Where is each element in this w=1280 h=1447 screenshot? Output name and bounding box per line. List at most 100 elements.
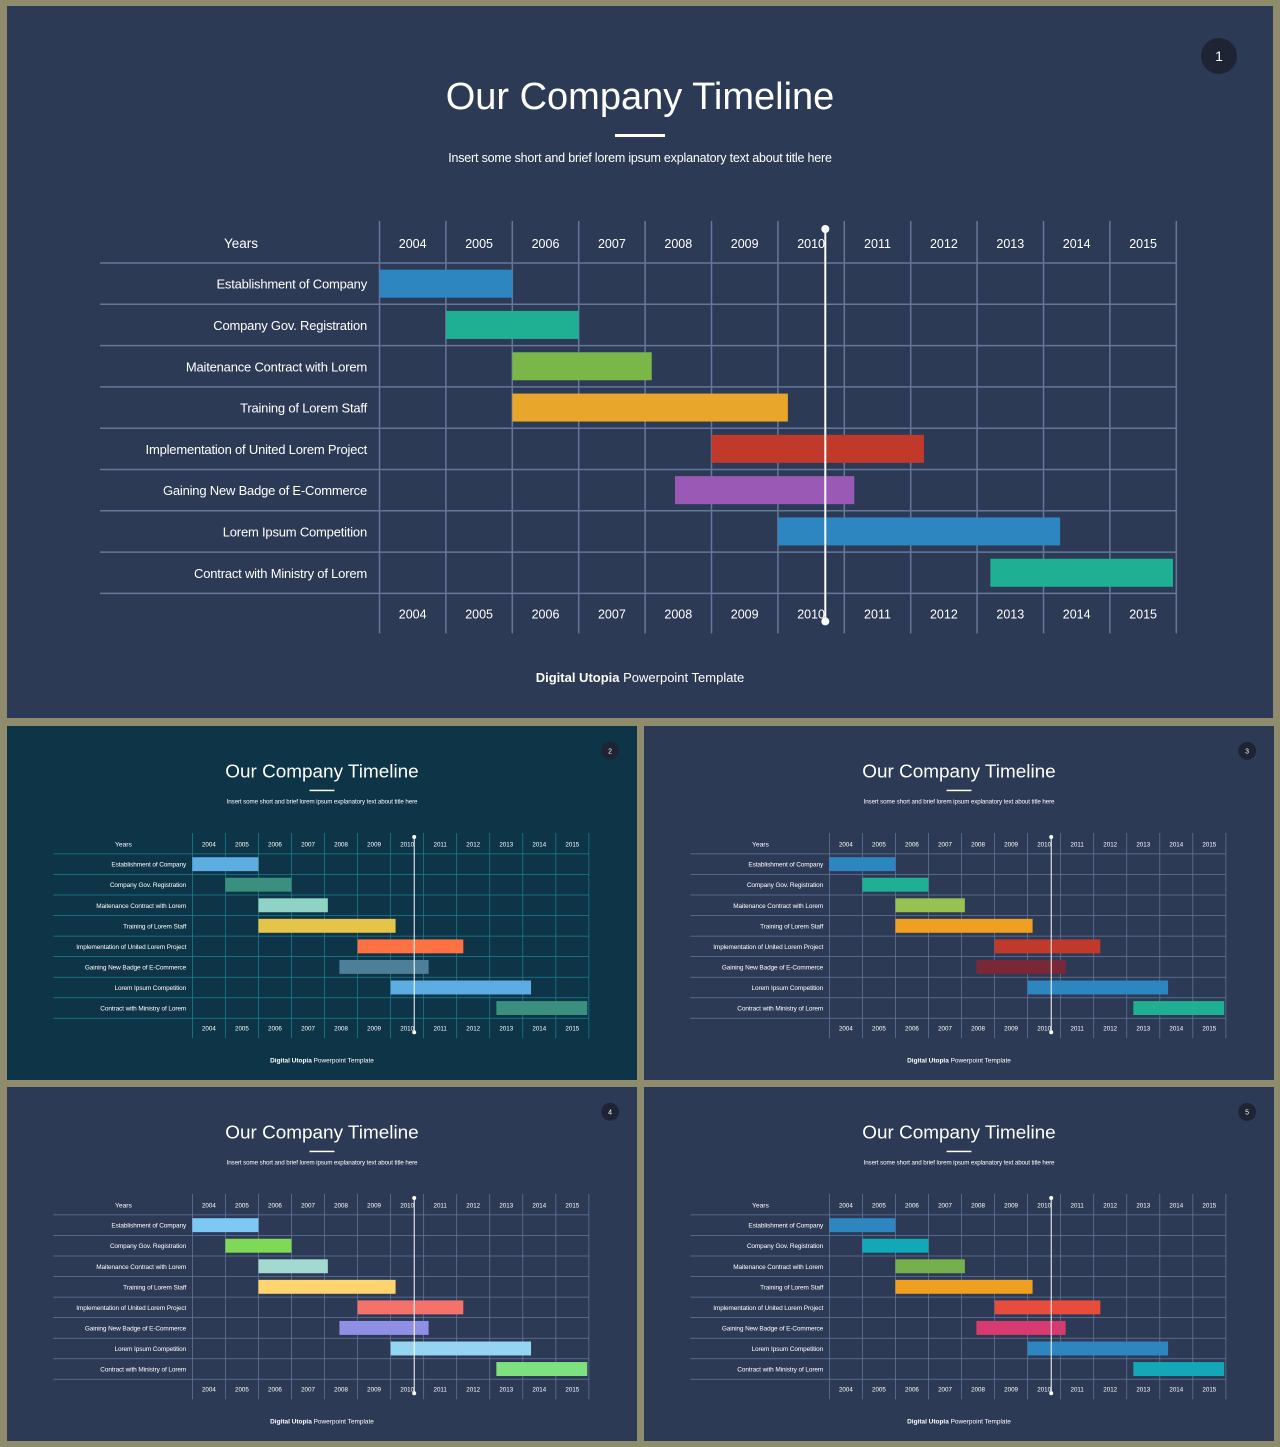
task-bar xyxy=(258,1279,396,1294)
year-tick-top: 2004 xyxy=(839,1202,853,1209)
year-tick-top: 2013 xyxy=(499,1202,513,1209)
year-tick-top: 2014 xyxy=(532,841,546,848)
year-tick-bottom: 2010 xyxy=(1037,1387,1051,1394)
task-label: Maitenance Contract with Lorem xyxy=(733,1264,823,1271)
slide-number-badge: 5 xyxy=(1238,1102,1257,1121)
task-label: Contract with Ministry of Lorem xyxy=(737,1006,823,1013)
slide-canvas: Our Company Timeline Insert some short a… xyxy=(644,1087,1274,1441)
year-tick-top: 2012 xyxy=(930,237,958,251)
year-tick-bottom: 2006 xyxy=(268,1026,282,1033)
task-label: Implementation of United Lorem Project xyxy=(146,442,368,457)
year-tick-top: 2010 xyxy=(1037,841,1051,848)
task-bar xyxy=(895,1279,1033,1294)
year-tick-top: 2013 xyxy=(996,237,1024,251)
task-bar xyxy=(862,877,929,892)
slide-4[interactable]: Our Company Timeline Insert some short a… xyxy=(7,1087,637,1441)
marker-dot-top xyxy=(412,834,417,839)
year-tick-bottom: 2009 xyxy=(731,607,759,621)
slide-canvas: Our Company Timeline Insert some short a… xyxy=(644,726,1274,1080)
year-tick-bottom: 2012 xyxy=(466,1026,480,1033)
year-tick-bottom: 2011 xyxy=(433,1387,447,1394)
marker-dot-top xyxy=(1049,1195,1054,1200)
slide-subtitle: Insert some short and brief lorem ipsum … xyxy=(863,1159,1055,1167)
task-bar xyxy=(496,1362,588,1376)
year-tick-top: 2006 xyxy=(905,1202,919,1209)
task-label: Contract with Ministry of Lorem xyxy=(737,1367,823,1374)
slide-subtitle: Insert some short and brief lorem ipsum … xyxy=(226,1159,418,1167)
task-label: Company Gov. Registration xyxy=(110,882,187,889)
year-tick-top: 2005 xyxy=(235,841,249,848)
slide-2[interactable]: Our Company Timeline Insert some short a… xyxy=(7,726,637,1080)
year-tick-top: 2012 xyxy=(466,841,480,848)
year-tick-bottom: 2015 xyxy=(565,1026,579,1033)
task-bar xyxy=(994,939,1101,954)
slide-title: Our Company Timeline xyxy=(225,760,419,782)
year-tick-top: 2011 xyxy=(864,237,891,251)
year-tick-bottom: 2009 xyxy=(367,1387,381,1394)
title-underline xyxy=(946,789,972,792)
year-tick-top: 2011 xyxy=(1070,1202,1084,1209)
year-tick-bottom: 2008 xyxy=(971,1026,985,1033)
year-tick-bottom: 2010 xyxy=(400,1026,414,1033)
year-tick-top: 2006 xyxy=(268,841,282,848)
slide-canvas: Our Company Timeline Insert some short a… xyxy=(7,6,1273,718)
year-tick-top: 2015 xyxy=(565,1202,579,1209)
year-tick-top: 2004 xyxy=(399,237,427,251)
task-bar xyxy=(339,959,429,974)
task-bar xyxy=(192,1218,259,1233)
years-header: Years xyxy=(224,236,258,251)
year-tick-top: 2006 xyxy=(532,237,560,251)
year-tick-bottom: 2006 xyxy=(268,1387,282,1394)
gantt-chart: Years 2004 2004 2005 2005 2006 2006 2007 2007 200… xyxy=(100,221,1178,634)
task-label: Company Gov. Registration xyxy=(747,882,824,889)
task-bar xyxy=(862,1238,929,1253)
year-tick-bottom: 2007 xyxy=(938,1026,952,1033)
year-tick-top: 2015 xyxy=(565,841,579,848)
year-tick-top: 2008 xyxy=(971,1202,985,1209)
task-label: Gaining New Badge of E-Commerce xyxy=(163,483,367,498)
task-bar xyxy=(829,1218,896,1233)
task-label: Lorem Ipsum Competition xyxy=(752,985,824,992)
slide-1[interactable]: Our Company Timeline Insert some short a… xyxy=(7,6,1273,718)
year-tick-top: 2012 xyxy=(466,1202,480,1209)
footer-brand: Digital Utopia xyxy=(907,1056,949,1064)
year-tick-top: 2005 xyxy=(872,841,886,848)
year-tick-top: 2015 xyxy=(1129,237,1157,251)
task-label: Maitenance Contract with Lorem xyxy=(96,903,186,910)
year-tick-top: 2009 xyxy=(1004,1202,1018,1209)
slide-5[interactable]: Our Company Timeline Insert some short a… xyxy=(644,1087,1274,1441)
task-bar xyxy=(1027,1341,1169,1356)
slide-3[interactable]: Our Company Timeline Insert some short a… xyxy=(644,726,1274,1080)
year-tick-top: 2006 xyxy=(268,1202,282,1209)
task-label: Training of Lorem Staff xyxy=(123,923,186,930)
task-label: Lorem Ipsum Competition xyxy=(115,985,187,992)
marker-dot-bottom xyxy=(412,1391,417,1396)
year-tick-bottom: 2015 xyxy=(1129,607,1157,621)
year-tick-bottom: 2014 xyxy=(532,1026,546,1033)
year-tick-bottom: 2008 xyxy=(971,1387,985,1394)
slide-subtitle: Insert some short and brief lorem ipsum … xyxy=(863,798,1055,806)
task-label: Establishment of Company xyxy=(216,277,367,292)
year-tick-bottom: 2014 xyxy=(532,1387,546,1394)
slide-footer: Digital Utopia Powerpoint Template xyxy=(644,1056,1274,1063)
year-tick-bottom: 2007 xyxy=(301,1387,315,1394)
slide-title: Our Company Timeline xyxy=(445,76,835,118)
year-tick-bottom: 2010 xyxy=(400,1387,414,1394)
task-bar xyxy=(258,1259,328,1274)
year-tick-bottom: 2011 xyxy=(433,1026,447,1033)
year-tick-top: 2013 xyxy=(1136,841,1150,848)
slide-footer: Digital Utopia Powerpoint Template xyxy=(7,670,1273,685)
year-tick-top: 2008 xyxy=(664,237,692,251)
task-bar xyxy=(976,959,1066,974)
year-tick-bottom: 2008 xyxy=(334,1387,348,1394)
year-tick-bottom: 2010 xyxy=(1037,1026,1051,1033)
year-tick-bottom: 2004 xyxy=(202,1387,216,1394)
task-bar xyxy=(1133,1001,1225,1015)
year-tick-bottom: 2012 xyxy=(930,607,958,621)
years-header: Years xyxy=(752,841,770,848)
year-tick-top: 2008 xyxy=(971,841,985,848)
task-bar xyxy=(674,476,855,505)
task-bar xyxy=(496,1001,588,1015)
footer-brand: Digital Utopia xyxy=(270,1056,312,1064)
year-tick-bottom: 2011 xyxy=(1070,1026,1084,1033)
